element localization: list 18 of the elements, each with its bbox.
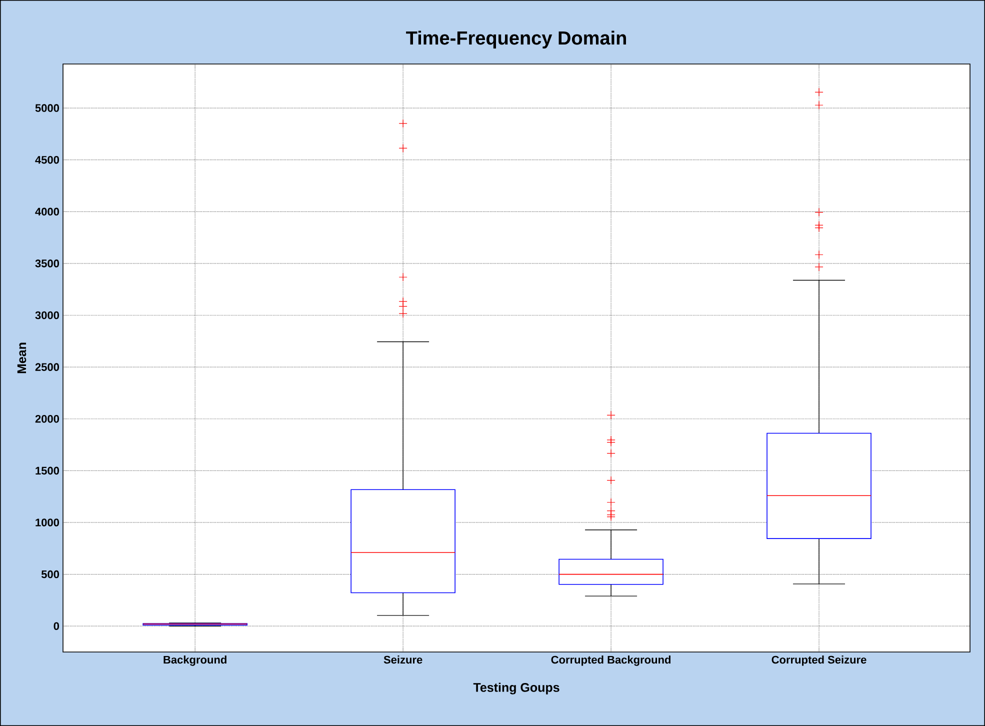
y-tick-label: 0 — [54, 622, 60, 630]
x-tick-label: Corrupted Background — [551, 656, 670, 666]
chart-title: Time-Frequency Domain — [406, 30, 626, 48]
x-axis-title: Testing Goups — [473, 682, 560, 694]
y-tick-label: 4000 — [35, 208, 60, 216]
y-axis-title: Mean — [17, 342, 26, 374]
y-tick-label: 3500 — [35, 260, 60, 268]
y-tick-label: 500 — [41, 570, 60, 578]
x-tick-label: Background — [164, 656, 226, 666]
x-tick-label: Corrupted Seizure — [772, 656, 866, 666]
x-tick-label: Seizure — [384, 656, 422, 664]
y-tick-label: 3000 — [35, 311, 60, 320]
y-tick-label: 2500 — [35, 363, 60, 371]
y-tick-label: 1500 — [36, 466, 60, 475]
y-tick-label: 4500 — [35, 156, 60, 164]
y-tick-label: 1000 — [36, 518, 60, 526]
y-tick-label: 2000 — [35, 414, 60, 423]
y-tick-label: 5000 — [35, 104, 60, 112]
